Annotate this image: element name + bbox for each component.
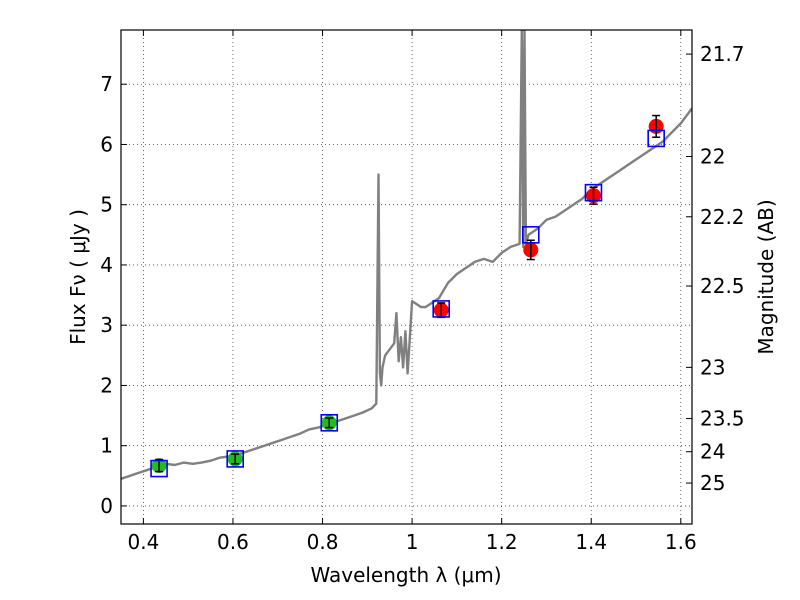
y2-axis-label: Magnitude (AB)	[754, 199, 778, 354]
y2-tick-label: 22.5	[700, 274, 745, 298]
model-square	[584, 183, 603, 202]
model-square	[432, 300, 451, 318]
x-axis-label: Wavelength λ (μm)	[310, 563, 501, 587]
y2-tick-label: 23	[700, 355, 725, 379]
y2-tick-label: 21.7	[700, 42, 745, 66]
model-square	[150, 459, 168, 478]
x-tick-label: 0.6	[217, 530, 249, 554]
y2-tick-label: 23.5	[700, 407, 745, 431]
plot-area	[121, 30, 692, 480]
model-square	[320, 413, 339, 432]
model-square	[226, 450, 244, 468]
x-tick-label: 1.6	[665, 530, 697, 554]
x-tick-label: 0.4	[127, 530, 159, 554]
y2-tick-label: 24	[700, 440, 725, 464]
y-tick-label: 6	[100, 132, 113, 156]
y-tick-label: 0	[100, 494, 113, 518]
y-tick-label: 5	[100, 193, 113, 217]
grid	[121, 30, 692, 524]
y-tick-label: 2	[100, 373, 113, 397]
plot-frame	[120, 29, 693, 525]
y-axis-label: Flux Fν ( μJy )	[66, 209, 90, 345]
y-tick-label: 7	[100, 72, 113, 96]
x-tick-label: 1.4	[575, 530, 607, 554]
y-tick-label: 3	[100, 313, 113, 337]
x-tick-label: 1.2	[486, 530, 518, 554]
x-tick-label: 0.8	[307, 530, 339, 554]
y-tick-label: 1	[100, 434, 113, 458]
spectrum-line	[121, 30, 692, 480]
axes: 0.4 0.6 0.8 1 1.2 1.4 1.60123456721.72222.222.…	[100, 30, 745, 554]
model-square	[521, 226, 540, 244]
y-tick-label: 4	[100, 253, 113, 277]
y2-tick-label: 25	[700, 471, 725, 495]
y2-tick-label: 22	[700, 145, 725, 169]
model-square	[647, 129, 665, 148]
y2-tick-label: 22.2	[700, 205, 745, 229]
x-tick-label: 1	[406, 530, 419, 554]
